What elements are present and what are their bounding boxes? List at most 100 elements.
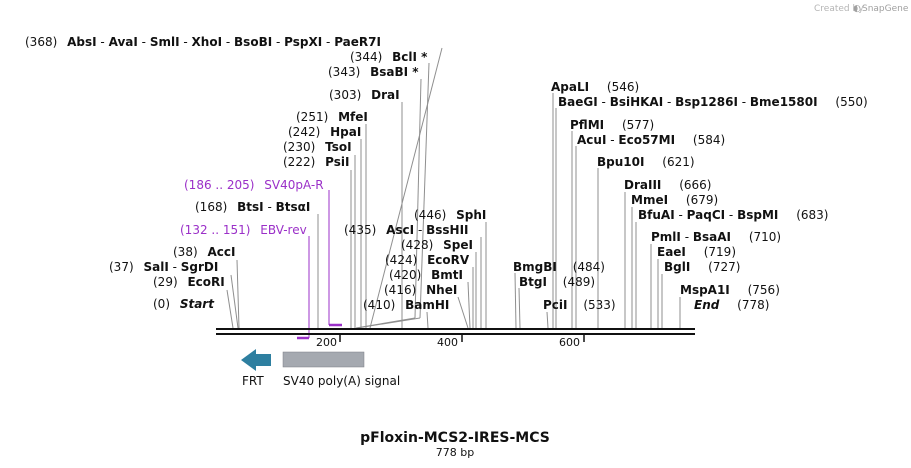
site-pos-446: (446) xyxy=(414,208,446,222)
site-label-577[interactable]: PflMI (577) xyxy=(570,118,654,132)
enzyme-pspxi: PspXI xyxy=(284,35,322,49)
enzyme-ecori: EcoRI xyxy=(187,275,224,289)
site-label-230[interactable]: (230) TsoI xyxy=(283,140,352,154)
enzyme-bsp1286i: Bsp1286I xyxy=(675,95,738,109)
enzyme-bsihkai: BsiHKAI xyxy=(610,95,664,109)
leader-410 xyxy=(426,311,429,329)
site-label-251[interactable]: (251) MfeI xyxy=(296,110,368,124)
site-label-242[interactable]: (242) HpaI xyxy=(288,125,361,139)
site-pos-38: (38) xyxy=(173,245,198,259)
site-pos-168: (168) xyxy=(195,200,227,214)
site-label-38[interactable]: (38) AccI xyxy=(173,245,235,259)
snapgene-logo-icon: ◐ xyxy=(853,4,861,14)
site-label-303[interactable]: (303) DraI xyxy=(329,88,400,102)
site-label-546[interactable]: ApaLI (546) xyxy=(551,80,639,94)
site-label-343[interactable]: (343) BsaBI * xyxy=(328,65,419,79)
site-label-550[interactable]: BaeGI - BsiHKAI - Bsp1286I - Bme1580I (5… xyxy=(558,95,868,109)
leader-489 xyxy=(518,287,521,329)
site-label-344[interactable]: (344) BclI * xyxy=(350,50,428,64)
enzyme-btsi: BtsI xyxy=(237,200,264,214)
enzyme-sali: SalI xyxy=(143,260,168,274)
site-pos-727: (727) xyxy=(708,260,740,274)
enzyme-bsshii: BssHII xyxy=(426,223,468,237)
site-label-710[interactable]: PmlI - BsaAI (710) xyxy=(651,230,781,244)
site-label-410[interactable]: (410) BamHI xyxy=(363,298,449,312)
site-label-37[interactable]: (37) SalI - SgrDI xyxy=(109,260,218,274)
site-pos-584: (584) xyxy=(693,133,725,147)
site-pos-621: (621) xyxy=(662,155,694,169)
leader-344-a xyxy=(419,62,430,319)
site-label-428[interactable]: (428) SpeI xyxy=(401,238,473,252)
separator: - xyxy=(729,208,737,222)
enzyme-bsabi: BsaBI * xyxy=(370,65,419,79)
site-label-666[interactable]: DraIII (666) xyxy=(624,178,711,192)
site-label-416[interactable]: (416) NheI xyxy=(384,283,457,297)
enzyme-sphi: SphI xyxy=(456,208,486,222)
site-pos-546: (546) xyxy=(607,80,639,94)
separator: - xyxy=(142,35,150,49)
site-pos-303: (303) xyxy=(329,88,361,102)
enzyme-hpai: HpaI xyxy=(330,125,361,139)
enzyme-ecorv: EcoRV xyxy=(427,253,470,267)
end-marker: End xyxy=(694,298,720,312)
backbone-bottom-strand xyxy=(216,333,695,335)
site-label-533[interactable]: PciI (533) xyxy=(543,298,616,312)
site-leader-lines xyxy=(226,47,681,329)
site-label-621[interactable]: Bpu10I (621) xyxy=(597,155,695,169)
frt-feature-arrow[interactable] xyxy=(241,349,271,371)
primer-sv40pa-r-name: SV40pA-R xyxy=(264,178,323,192)
primer-ebv-rev-range: (132 .. 151) xyxy=(180,223,250,237)
enzyme-acui: AcuI xyxy=(577,133,606,147)
enzyme-bmti: BmtI xyxy=(431,268,463,282)
site-label-168[interactable]: (168) BtsI - BtsαI xyxy=(195,200,310,214)
primer-ebv-rev-name: EBV-rev xyxy=(260,223,306,237)
site-label-489[interactable]: BtgI (489) xyxy=(519,275,595,289)
enzyme-eaei: EaeI xyxy=(657,245,686,259)
site-pos-683: (683) xyxy=(796,208,828,222)
enzyme-paqci: PaqCI xyxy=(687,208,725,222)
leader-343-b xyxy=(355,317,416,329)
enzyme-acci: AccI xyxy=(207,245,235,259)
backbone-top-strand xyxy=(216,328,695,330)
site-label-719[interactable]: EaeI (719) xyxy=(657,245,736,259)
site-label-435[interactable]: (435) AscI - BssHII xyxy=(344,223,469,237)
sv40-polya-feature-box[interactable] xyxy=(282,351,365,368)
enzyme-baegi: BaeGI xyxy=(558,95,598,109)
enzyme-spei: SpeI xyxy=(443,238,473,252)
separator: - xyxy=(418,223,426,237)
site-label-222[interactable]: (222) PsiI xyxy=(283,155,349,169)
site-label-29[interactable]: (29) EcoRI xyxy=(153,275,225,289)
enzyme-absi: AbsI xyxy=(67,35,96,49)
site-pos-666: (666) xyxy=(679,178,711,192)
separator: - xyxy=(100,35,108,49)
site-label-start: (0) Start xyxy=(153,297,215,311)
site-label-679[interactable]: MmeI (679) xyxy=(631,193,718,207)
enzyme-bspmi: BspMI xyxy=(737,208,778,222)
enzyme-sgrdi: SgrDI xyxy=(181,260,219,274)
leader-368 xyxy=(369,47,443,329)
separator: - xyxy=(226,35,234,49)
site-label-424[interactable]: (424) EcoRV xyxy=(385,253,470,267)
site-label-756[interactable]: MspA1I (756) xyxy=(680,283,780,297)
site-label-368[interactable]: (368) AbsI - AvaI - SmlI - XhoI - BsoBI … xyxy=(25,35,381,49)
site-pos-435: (435) xyxy=(344,223,376,237)
primer-ebv-rev-label: (132 .. 151) EBV-rev xyxy=(180,223,307,237)
creator-prefix: Created by xyxy=(814,4,864,14)
enzyme-nhei: NheI xyxy=(426,283,457,297)
leader-533 xyxy=(546,311,549,329)
site-label-446[interactable]: (446) SphI xyxy=(414,208,486,222)
enzyme-bgli: BglI xyxy=(664,260,690,274)
site-label-420[interactable]: (420) BmtI xyxy=(389,268,463,282)
site-label-683[interactable]: BfuAI - PaqCI - BspMI (683) xyxy=(638,208,828,222)
site-label-727[interactable]: BglI (727) xyxy=(664,260,740,274)
site-pos-679: (679) xyxy=(686,193,718,207)
site-pos-489: (489) xyxy=(563,275,595,289)
site-pos-37: (37) xyxy=(109,260,134,274)
enzyme-btgi: BtgI xyxy=(519,275,547,289)
site-pos-710: (710) xyxy=(749,230,781,244)
site-label-584[interactable]: AcuI - Eco57MI (584) xyxy=(577,133,725,147)
separator: - xyxy=(742,95,750,109)
site-label-484[interactable]: BmgBI (484) xyxy=(513,260,605,274)
enzyme-bsobi: BsoBI xyxy=(234,35,272,49)
separator: - xyxy=(667,95,675,109)
